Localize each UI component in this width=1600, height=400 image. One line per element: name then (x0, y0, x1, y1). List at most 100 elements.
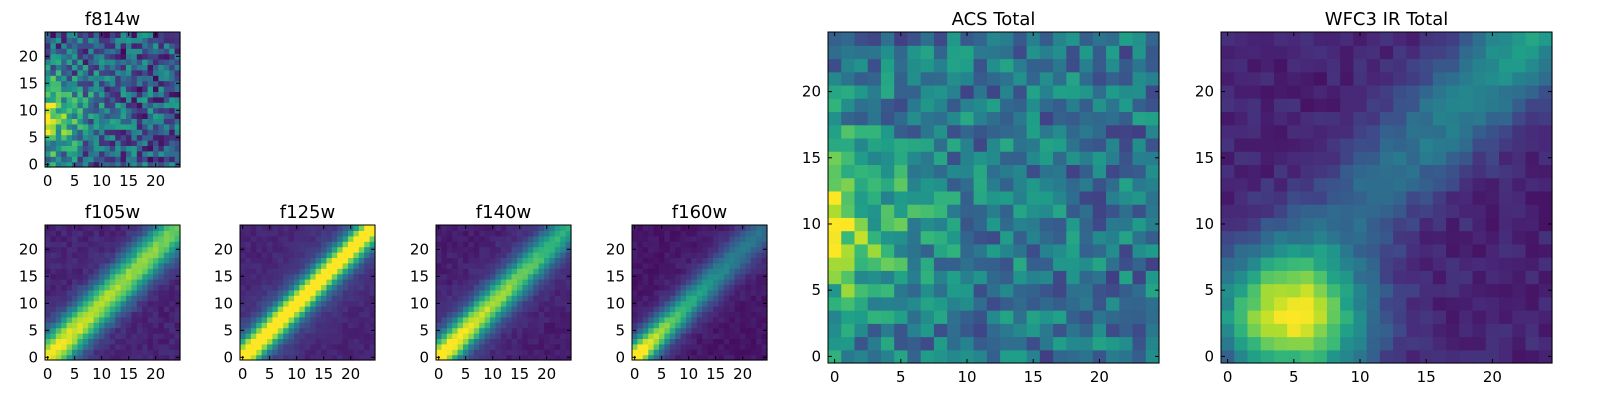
heatmap-cell (1366, 217, 1381, 232)
heatmap-cell (277, 311, 284, 318)
heatmap-cell (1525, 336, 1540, 351)
heatmap-cell (364, 241, 371, 248)
heatmap-cell (538, 322, 545, 329)
heatmap-cell (1472, 257, 1487, 271)
heatmap-cell (331, 349, 338, 356)
heatmap-cell (973, 336, 988, 351)
heatmap-cell (82, 333, 89, 339)
heatmap-cell (1079, 45, 1094, 60)
heatmap-cell (120, 75, 127, 82)
y-tick-label: 15 (606, 267, 625, 285)
heatmap-cell (495, 354, 502, 361)
heatmap-cell (147, 91, 154, 98)
heatmap-cell (250, 268, 257, 275)
x-tick-label: 10 (92, 172, 111, 190)
y-tick-label: 15 (1195, 149, 1214, 167)
heatmap-cell (723, 349, 730, 356)
heatmap-cell (479, 333, 486, 339)
heatmap-cell (250, 338, 257, 345)
heatmap-cell (506, 322, 513, 329)
heatmap-cell (55, 273, 62, 280)
heatmap-cell (560, 246, 567, 253)
heatmap-cell (66, 102, 73, 109)
heatmap-cell (1366, 336, 1381, 351)
heatmap-cell (1419, 283, 1434, 298)
heatmap-cell (88, 311, 95, 318)
heatmap-cell (50, 140, 57, 146)
heatmap-cell (1221, 32, 1235, 46)
heatmap-cell (104, 225, 111, 231)
heatmap-cell (82, 145, 89, 152)
heatmap-cell (1406, 111, 1421, 126)
heatmap-cell (1326, 137, 1341, 152)
heatmap-cell (691, 246, 698, 253)
heatmap-cell (484, 273, 491, 280)
heatmap-cell (506, 300, 513, 307)
heatmap-cell (669, 225, 676, 231)
heatmap-cell (1273, 323, 1288, 338)
heatmap-cell (1132, 98, 1147, 113)
heatmap-cell (277, 268, 284, 275)
heatmap-cell (93, 140, 100, 146)
heatmap-cell (55, 145, 62, 152)
heatmap-cell (283, 306, 290, 312)
heatmap-cell (256, 327, 263, 334)
heatmap-cell (947, 58, 961, 73)
heatmap-cell (841, 336, 856, 351)
heatmap-cell (702, 241, 709, 248)
heatmap-cell (648, 262, 655, 269)
heatmap-cell (88, 235, 95, 242)
heatmap-cell (261, 284, 268, 291)
heatmap-cell (669, 306, 676, 312)
heatmap-cell (565, 322, 572, 329)
heatmap-cell (729, 289, 736, 296)
heatmap-cell (1053, 151, 1067, 165)
heatmap-cell (750, 333, 757, 339)
heatmap-cell (353, 235, 360, 242)
heatmap-cell (473, 230, 480, 237)
heatmap-cell (960, 296, 975, 311)
heatmap-cell (1106, 98, 1120, 113)
heatmap-cell (77, 230, 84, 237)
x-tick-label: 20 (1483, 368, 1502, 386)
heatmap-cell (1459, 151, 1474, 165)
heatmap-cell (1132, 84, 1147, 99)
heatmap-cell (664, 268, 671, 275)
heatmap-cell (495, 333, 502, 339)
heatmap-cell (841, 310, 856, 324)
heatmap-cell (1340, 45, 1354, 60)
heatmap-cell (1326, 84, 1341, 99)
heatmap-cell (1234, 336, 1249, 351)
heatmap-cell (348, 322, 354, 329)
heatmap-cell (126, 37, 132, 44)
heatmap-cell (66, 140, 73, 146)
heatmap-cell (452, 289, 459, 296)
heatmap-cell (707, 300, 714, 307)
heatmap-cell (1247, 98, 1262, 113)
heatmap-cell (691, 338, 698, 345)
heatmap-cell (1092, 190, 1107, 205)
heatmap-cell (288, 230, 295, 237)
x-tick-label: 0 (434, 365, 444, 383)
heatmap-cell (723, 311, 730, 318)
heatmap-cell (718, 322, 725, 329)
heatmap-cell (1459, 217, 1474, 232)
heatmap-cell (490, 262, 496, 269)
heatmap-cell (261, 241, 268, 248)
heatmap-cell (299, 230, 306, 237)
heatmap-cell (1525, 349, 1540, 364)
heatmap-cell (648, 235, 655, 242)
heatmap-cell (1247, 296, 1262, 311)
heatmap-cell (45, 306, 51, 312)
heatmap-cell (358, 333, 365, 339)
heatmap-cell (734, 343, 741, 350)
heatmap-cell (174, 37, 181, 44)
heatmap-cell (99, 69, 105, 76)
heatmap-cell (358, 235, 365, 242)
heatmap-cell (1092, 204, 1107, 218)
heatmap-cell (256, 279, 263, 285)
heatmap-cell (321, 246, 327, 253)
heatmap-cell (653, 343, 660, 350)
heatmap-cell (484, 241, 491, 248)
heatmap-cell (66, 241, 73, 248)
